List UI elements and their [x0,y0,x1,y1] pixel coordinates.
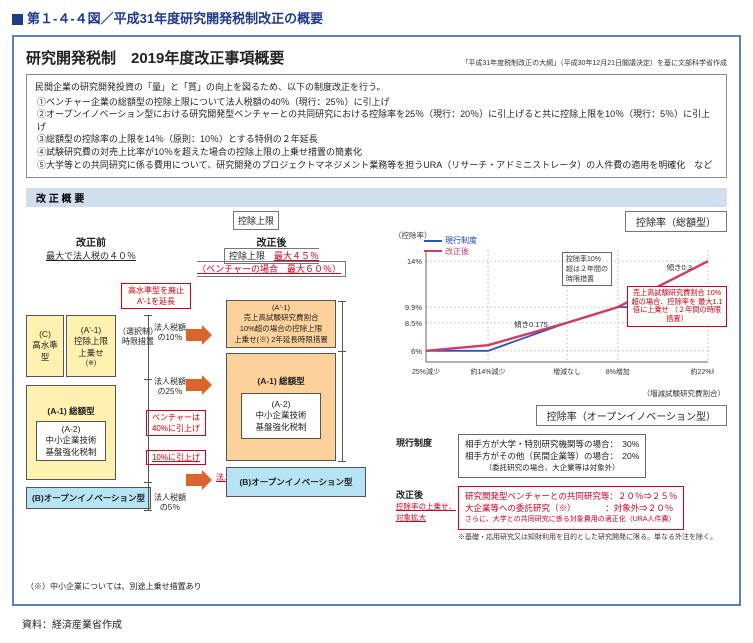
current-box: 相手方が大学・特別研究機関等の場合： 30% 相手方がその他（民間企業等）の場合… [458,434,646,478]
red-callout-10up: 10%に引上げ [146,450,206,465]
svg-text:8.5%: 8.5% [405,319,422,328]
chart-red-note: 売上高試験研究費割合 10%超の場合、控除率を 最大1.1倍に上乗せ （２年間の… [627,286,727,327]
limit-box-label: 控除上限 [233,211,279,230]
box-b-post: (B)オープンイノベーション型 [226,467,366,497]
intro-item: ④試験研究費の対売上比率が10％を超えた場合の控除上限の上乗せ措置の簡素化 [37,146,718,159]
svg-text:増減なし: 増減なし [553,367,581,376]
svg-text:約22%増加: 約22%増加 [690,367,714,376]
arrow-icon [186,470,212,492]
red-callout-1: 高水準型を廃止 A'-1を延長 [121,283,191,309]
after-box: 研究開発型ベンチャーとの共同研究等：２０％⇒２５％ 大企業等への委託研究（※） … [458,486,684,530]
arrow-icon [186,325,212,347]
chart-top-annot: 控除率10% 超は２年間の 時限措置 [562,252,612,286]
choice-note: （選択制） 時限措置 [118,327,158,346]
section-bar: 改 正 概 要 [26,188,727,207]
box-c: (C) 高水準型 [26,315,64,377]
legal-5-note: 法人税額 の5％ [154,493,186,512]
box-a1dash-pre: (A'-1) 控除上限 上乗せ(※) [66,315,116,377]
right-panel: 控除率（総額型） （控除率） 現行制度 改正後 25%減少約14%減少増減なし8… [394,211,727,592]
before-title: 改正前 [46,234,136,249]
box-a1-pre: (A-1) 総額型(A-2) 中小企業技術 基盤強化税制 [26,385,116,480]
left-footnote: （※）中小企業については、別途上乗せ措置あり [26,581,386,592]
svg-text:25%減少: 25%減少 [412,367,440,376]
legal-25-note: 法人税額 の25％ [154,377,186,396]
svg-text:約14%減少: 約14%減少 [471,367,506,376]
after-box-note: ※基礎・応用研究又は知財利用を目的とした研究開発に限る。単なる外注を除く。 [458,532,725,542]
svg-text:14%: 14% [407,257,422,266]
box-a1-post: (A-1) 総額型(A-2) 中小企業技術 基盤強化税制 [226,353,336,461]
main-panel: 研究開発税制 2019年度改正事項概要 「平成31年度税制改正の大綱」（平成30… [12,35,741,606]
slope-1: 傾き0.3 [667,262,692,273]
arrow-icon [186,375,212,397]
main-title: 研究開発税制 2019年度改正事項概要 「平成31年度税制改正の大綱」（平成30… [26,47,727,68]
after-limit-box: 控除上限 最大４５％ （ベンチャーの場合 最大６０％） [197,248,346,277]
box-a1dash-post: (A'-1) 売上高試験研究費割合 10%超の場合の控除上限 上乗せ(※) 2年… [226,300,336,348]
svg-text:8%増加: 8%増加 [606,367,630,376]
left-diagram: 控除上限 改正前 最大で法人税の４０％ 改正後 控除上限 最大４５％ （ベンチャ… [26,211,386,592]
intro-lead: 民間企業の研究開発投資の「量」と「質」の向上を図るため、以下の制度改正を行う。 [35,81,718,94]
red-callout-40: ベンチャーは 40%に引上げ [146,410,206,436]
source-note: 資料：経済産業省作成 [22,616,741,631]
rate-chart: （控除率） 現行制度 改正後 25%減少約14%減少増減なし8%増加約22%増加… [394,234,727,399]
box-a2-post: (A-2) 中小企業技術 基盤強化税制 [241,393,321,439]
figure-title: 第１-４-４図／平成31年度研究開発税制改正の概要 [12,8,741,27]
slope-2: 傾き0.175 [514,319,548,330]
open-innovation-section: 控除率（オープンイノベーション型） 現行制度 相手方が大学・特別研究機関等の場合… [394,405,727,544]
box-b-pre: (B)オープンイノベーション型 [26,487,151,509]
openinv-title: 控除率（オープンイノベーション型） [536,405,727,426]
svg-text:6%: 6% [411,347,422,356]
rate-title: 控除率（総額型） [625,211,727,232]
after-title: 改正後 [197,234,346,249]
intro-box: 民間企業の研究開発投資の「量」と「質」の向上を図るため、以下の制度改正を行う。 … [26,74,727,178]
after-label: 改正後 控除率の上乗せ、 対象拡大 [396,486,456,542]
before-sub: 最大で法人税の４０％ [46,249,136,262]
legal-10-note: 法人税額 の10％ [154,323,186,342]
intro-item: ⑤大学等との共同研究に係る費用について、研究開発のプロジェクトマネジメント業務等… [37,159,718,172]
svg-text:9.9%: 9.9% [405,303,422,312]
intro-item: ②オープンイノベーション型における研究開発型ベンチャーとの共同研究における控除率… [37,108,718,133]
box-a2-pre: (A-2) 中小企業技術 基盤強化税制 [36,421,106,461]
current-label: 現行制度 [396,434,456,478]
intro-item: ①ベンチャー企業の総額型の控除上限について法人税額の40％（現行：25％）に引上… [37,96,718,109]
intro-item: ③総額型の控除率の上限を14％（原則：10％）とする特例の２年延長 [37,133,718,146]
